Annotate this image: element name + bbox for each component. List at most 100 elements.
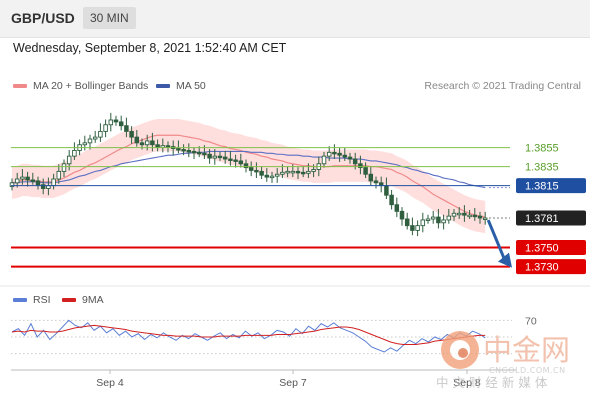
candle-body — [404, 218, 410, 227]
ma20-line — [11, 134, 486, 218]
candle-body — [410, 225, 415, 231]
level-tag-1.3781 — [516, 210, 586, 226]
cngold-watermark: 中金网 CNGOLD.COM.CN 中 文 财 经 新 媒 体 — [436, 331, 570, 390]
candle-body — [217, 155, 223, 159]
rsi-tick-70: 70 — [525, 315, 537, 327]
candle-body — [300, 171, 306, 175]
ma50-line — [12, 150, 486, 189]
candle-body — [368, 173, 374, 182]
candle-body — [482, 217, 488, 220]
candle-body — [61, 163, 67, 172]
level-label-1.3781: 1.3781 — [525, 213, 559, 225]
bollinger-band — [12, 119, 486, 234]
projection-arrow-head-icon — [498, 252, 512, 268]
candle-body — [207, 153, 212, 159]
candle-body — [103, 124, 108, 132]
candle-body — [373, 180, 379, 184]
candle-body — [321, 155, 327, 165]
watermark-logo-dot-icon — [458, 348, 468, 358]
9ma-swatch-icon — [62, 298, 76, 303]
candle-body — [51, 178, 56, 187]
candle-body — [436, 216, 441, 224]
candle-body — [285, 170, 290, 174]
level-label-1.3835: 1.3835 — [525, 162, 559, 174]
timeframe-badge[interactable]: 30 MIN — [83, 7, 136, 29]
candle-body — [212, 155, 218, 159]
candle-body — [186, 149, 192, 153]
level-tag-1.3815 — [516, 178, 586, 194]
candle-body — [446, 215, 452, 221]
x-tick-label: Sep 4 — [96, 377, 124, 389]
legend-rsi-label: RSI — [33, 294, 51, 306]
candle-body — [306, 170, 311, 174]
candle-body — [129, 130, 134, 138]
level-label-1.3750: 1.3750 — [525, 243, 559, 255]
legend-ma20: MA 20 + Bollinger Bands — [13, 80, 148, 92]
ma50-swatch-icon — [156, 84, 170, 89]
candle-body — [228, 158, 233, 161]
candle-body — [399, 210, 405, 220]
watermark-cn-sub: 中 文 财 经 新 媒 体 — [436, 375, 548, 390]
candle-body — [259, 170, 264, 176]
candle-body — [181, 149, 186, 152]
candle-body — [196, 151, 202, 155]
candle-body — [35, 180, 41, 186]
candle-body — [415, 225, 420, 231]
level-tag-1.3750 — [516, 240, 586, 256]
candle-body — [254, 169, 259, 173]
candle-body — [295, 170, 301, 174]
legend-9ma: 9MA — [62, 294, 104, 306]
candle-body — [118, 121, 124, 127]
legend-9ma-label: 9MA — [82, 294, 104, 306]
rsi-series-rsi — [11, 319, 486, 353]
candle-body — [87, 138, 93, 144]
candle-body — [462, 212, 467, 216]
candle-body — [269, 175, 275, 179]
legend-rsi: RSI — [13, 294, 51, 306]
candle-body — [274, 173, 280, 177]
x-tick-label: Sep 8 — [453, 377, 481, 389]
candle-body — [113, 119, 119, 123]
chart-datetime: Wednesday, September 8, 2021 1:52:40 AM … — [13, 41, 287, 55]
candle-body — [9, 182, 15, 188]
level-tag-1.3730 — [516, 259, 586, 275]
candle-body — [222, 156, 228, 160]
candle-body — [389, 194, 394, 206]
candle-body — [290, 170, 296, 174]
candle-body — [420, 219, 426, 227]
legend-ma50-label: MA 50 — [176, 80, 206, 92]
candle-body — [82, 142, 88, 146]
candle-body — [72, 149, 77, 157]
candle-body — [358, 163, 363, 169]
top-bar: GBP/USD 30 MIN — [0, 0, 590, 38]
candle-body — [238, 160, 244, 165]
candle-body — [342, 154, 348, 158]
level-label-1.3855: 1.3855 — [525, 143, 559, 155]
candle-body — [430, 216, 436, 220]
candle-body — [30, 179, 36, 182]
candle-body — [66, 155, 72, 165]
candle-body — [98, 130, 103, 138]
candle-body — [363, 167, 368, 175]
x-tick-label: Sep 7 — [279, 377, 307, 389]
candle-body — [14, 178, 20, 184]
candle-body — [40, 184, 46, 189]
candle-body — [352, 158, 358, 165]
candle-body — [477, 215, 483, 219]
candle-body — [56, 170, 62, 180]
candle-body — [139, 142, 145, 146]
watermark-url: CNGOLD.COM.CN — [489, 366, 566, 375]
candle-body — [337, 152, 342, 156]
candle-body — [326, 151, 332, 157]
rsi-swatch-icon — [13, 298, 27, 303]
candle-body — [311, 169, 316, 172]
candle-body — [467, 214, 472, 218]
research-credit: Research © 2021 Trading Central — [424, 80, 581, 92]
candle-body — [347, 156, 353, 160]
candle-body — [124, 125, 129, 132]
projection-arrow — [486, 219, 507, 262]
watermark-cn-title: 中金网 — [483, 333, 570, 367]
candle-body — [264, 174, 270, 178]
currency-pair-title: GBP/USD — [11, 10, 75, 26]
